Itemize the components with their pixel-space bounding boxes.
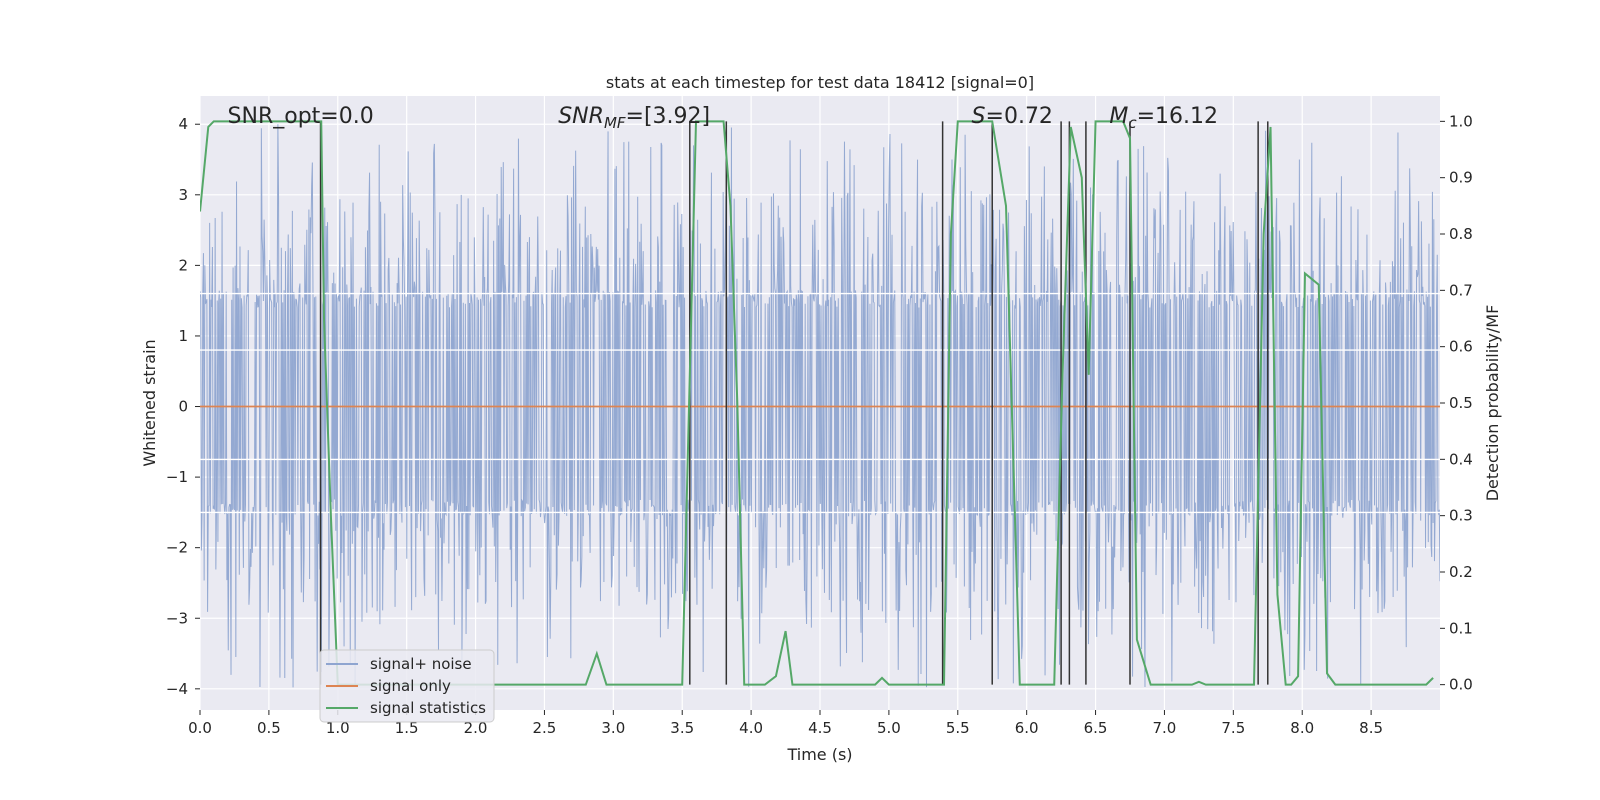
- y2-tick-label: 1.0: [1449, 112, 1473, 130]
- chart-title: stats at each timestep for test data 184…: [606, 73, 1034, 92]
- legend-label-signal-only: signal only: [370, 677, 451, 695]
- x-tick-label: 7.5: [1221, 719, 1245, 737]
- legend-box: [319, 649, 495, 723]
- y-tick-label: 0: [178, 398, 188, 416]
- annotation-text: SNR_opt=0.0: [228, 104, 374, 129]
- y2-tick-label: 0.9: [1449, 169, 1473, 187]
- y2-axis-label: Detection probability/MF: [1483, 305, 1502, 502]
- y-tick-label: 2: [178, 256, 188, 274]
- y-tick-label: −2: [166, 539, 188, 557]
- signal-statistics-line: [200, 120, 1434, 686]
- x-tick-label: 0.0: [188, 719, 212, 737]
- y2-tick-label: 0.7: [1449, 281, 1473, 299]
- x-axis-label: Time (s): [786, 745, 852, 764]
- x-tick-label: 3.0: [601, 719, 625, 737]
- y2-tick-label: 0.3: [1449, 507, 1473, 525]
- annotation-text: SNRMF=[3.92]: [558, 104, 710, 132]
- x-tick-label: 0.5: [257, 719, 281, 737]
- y2-tick-label: 0.6: [1449, 338, 1473, 356]
- legend-label-signal-noise: signal+ noise: [370, 655, 472, 673]
- x-tick-label: 3.5: [670, 719, 694, 737]
- annotation-text: Mc=16.12: [1109, 104, 1218, 132]
- y2-tick-label: 0.8: [1449, 225, 1473, 243]
- x-tick-label: 6.0: [1015, 719, 1039, 737]
- y-tick-label: 1: [178, 327, 188, 345]
- y-tick-label: −4: [166, 680, 188, 698]
- x-tick-label: 5.0: [877, 719, 901, 737]
- x-tick-label: 6.5: [1084, 719, 1108, 737]
- x-tick-label: 7.0: [1153, 719, 1177, 737]
- vertical-markers: [319, 121, 1269, 685]
- x-tick-label: 5.5: [946, 719, 970, 737]
- y-tick-label: −3: [166, 609, 188, 627]
- y2-tick-label: 0.5: [1449, 394, 1473, 412]
- y2-tick-label: 0.1: [1449, 619, 1473, 637]
- y-axis-label: Whitened strain: [140, 339, 159, 466]
- x-tick-label: 2.5: [533, 719, 557, 737]
- x-tick-label: 8.0: [1290, 719, 1314, 737]
- series-signal-statistics: [200, 120, 1434, 686]
- x-tick-label: 4.0: [739, 719, 763, 737]
- y-tick-label: 3: [178, 186, 188, 204]
- series-signal-noise: [200, 124, 1440, 688]
- tick-layer: 0.0 0.5 1.0 1.5 2.0 2.5 3.0 3.5 4.0 4.5 5.0 5.5 6.0 6…: [166, 112, 1473, 737]
- annotation-layer: SNR_opt=0.0 SNRMF=[3.92] S=0.72 Mc=16.12: [228, 104, 1218, 132]
- x-tick-label: 1.5: [395, 719, 419, 737]
- legend: signal+ noise signal only signal statist…: [319, 649, 495, 723]
- x-tick-label: 4.5: [808, 719, 832, 737]
- y-tick-label: 4: [178, 115, 188, 133]
- x-tick-label: 8.5: [1359, 719, 1383, 737]
- x-tick-label: 1.0: [326, 719, 350, 737]
- y2-tick-label: 0.0: [1449, 676, 1473, 694]
- x-tick-label: 2.0: [464, 719, 488, 737]
- y-tick-label: −1: [166, 468, 188, 486]
- y2-tick-label: 0.4: [1449, 450, 1473, 468]
- annotation-text: S=0.72: [972, 104, 1053, 129]
- y2-tick-label: 0.2: [1449, 563, 1473, 581]
- legend-label-signal-statistics: signal statistics: [370, 699, 486, 717]
- horizontal-guides: [200, 292, 1440, 514]
- signal-noise-line: [200, 124, 1440, 688]
